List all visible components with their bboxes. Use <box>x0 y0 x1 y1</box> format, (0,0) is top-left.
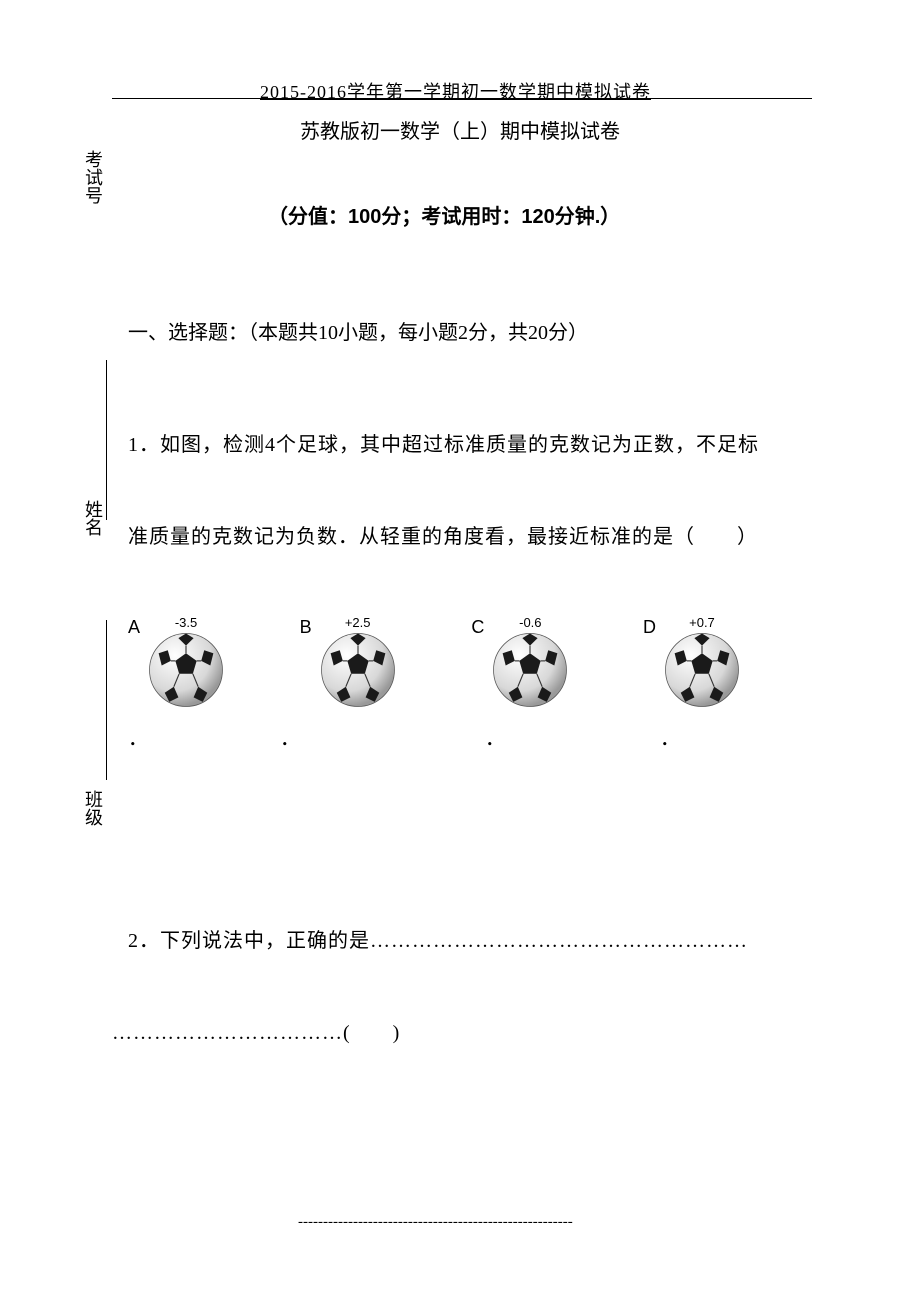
header-underline-text: 2015-2016学年第一学期初一数学期中模拟试卷 <box>260 78 651 104</box>
side-label-class: 班级 <box>80 790 106 826</box>
option-b-ball-container: +2.5 <box>320 615 396 708</box>
footer-dashes: ----------------------------------------… <box>298 1214 573 1231</box>
option-c: C -0.6 <box>471 615 636 708</box>
document-title: 苏教版初一数学（上）期中模拟试卷 <box>300 115 620 144</box>
option-d: D +0.7 <box>643 615 808 708</box>
soccer-ball-icon <box>148 632 224 708</box>
option-b-value: +2.5 <box>345 615 371 630</box>
question-1-options: A -3.5 <box>128 615 808 708</box>
header-rule <box>112 98 812 99</box>
option-c-value: -0.6 <box>519 615 541 630</box>
option-a-letter: A <box>128 617 140 638</box>
option-d-letter: D <box>643 617 656 638</box>
option-b-dot: ． <box>280 722 300 751</box>
soccer-ball-icon <box>320 632 396 708</box>
document-subtitle: （分值：100分；考试用时：120分钟.） <box>268 200 620 229</box>
question-1-line-1: 1．如图，检测4个足球，其中超过标准质量的克数记为正数，不足标 <box>128 428 759 457</box>
option-c-letter: C <box>471 617 484 638</box>
question-2-line-2: ……………………………( ) <box>112 1016 400 1045</box>
option-a: A -3.5 <box>128 615 293 708</box>
soccer-ball-icon <box>492 632 568 708</box>
option-a-ball-container: -3.5 <box>148 615 224 708</box>
option-a-value: -3.5 <box>175 615 197 630</box>
option-c-dot: ． <box>485 722 505 751</box>
side-label-name: 姓名 <box>80 500 106 536</box>
section-1-header: 一、选择题：（本题共10小题，每小题2分，共20分） <box>128 316 588 345</box>
soccer-ball-icon <box>664 632 740 708</box>
question-1-line-2: 准质量的克数记为负数．从轻重的角度看，最接近标准的是（ ） <box>128 520 758 549</box>
question-2-line-1: 2．下列说法中，正确的是……………………………………………… <box>128 924 748 953</box>
option-a-dot: ． <box>128 722 148 751</box>
option-b: B +2.5 <box>300 615 465 708</box>
option-b-letter: B <box>300 617 312 638</box>
option-d-ball-container: +0.7 <box>664 615 740 708</box>
option-d-dot: ． <box>660 722 680 751</box>
side-underline-2 <box>106 620 107 780</box>
side-underline-1 <box>106 360 107 520</box>
option-c-ball-container: -0.6 <box>492 615 568 708</box>
side-label-exam-number: 考试号 <box>80 150 106 204</box>
option-d-value: +0.7 <box>689 615 715 630</box>
